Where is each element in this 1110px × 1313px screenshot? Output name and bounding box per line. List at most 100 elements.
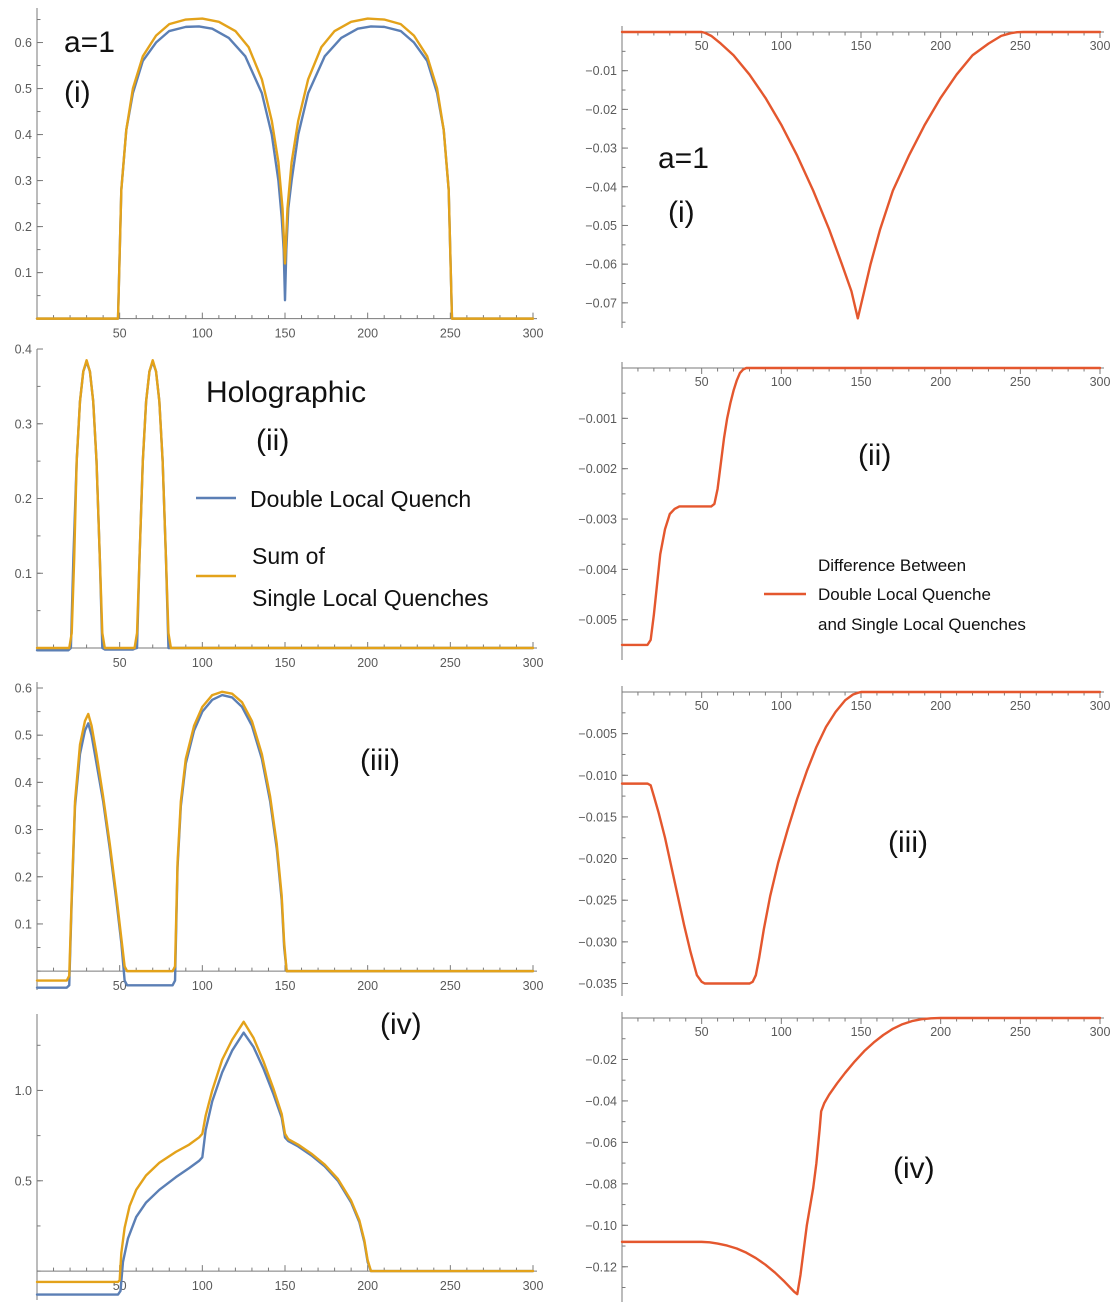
panel-R1-a-label: a=1 bbox=[658, 142, 709, 175]
x-tick-label-L2: 50 bbox=[113, 656, 127, 670]
y-tick-label-R4: −0.08 bbox=[585, 1177, 617, 1191]
x-tick-label-L1: 150 bbox=[275, 327, 296, 341]
x-tick-label-R4: 150 bbox=[851, 1025, 872, 1039]
y-tick-label-L1: 0.5 bbox=[15, 82, 32, 96]
y-tick-label-L3: 0.5 bbox=[15, 729, 32, 743]
x-tick-label-L1: 200 bbox=[357, 327, 378, 341]
x-tick-label-R3: 250 bbox=[1010, 699, 1031, 713]
y-tick-label-L1: 0.4 bbox=[15, 128, 32, 142]
x-tick-label-R3: 150 bbox=[851, 699, 872, 713]
legend-panel-label: (ii) bbox=[256, 424, 289, 457]
x-tick-label-L3: 300 bbox=[523, 979, 544, 993]
x-tick-label-L3: 100 bbox=[192, 979, 213, 993]
x-tick-label-R2: 300 bbox=[1090, 375, 1110, 389]
y-tick-label-R4: −0.04 bbox=[585, 1094, 617, 1108]
x-tick-label-R3: 200 bbox=[930, 699, 951, 713]
legend-label-double: Double Local Quench bbox=[250, 486, 471, 512]
legend-holographic: Holographic (ii) Double Local Quench Sum… bbox=[196, 376, 489, 611]
series-line-L4-sum bbox=[35, 1020, 535, 1284]
y-tick-label-L3: 0.1 bbox=[15, 917, 32, 931]
x-tick-label-R1: 150 bbox=[851, 39, 872, 53]
legend-title: Holographic bbox=[206, 376, 366, 409]
y-tick-label-L3: 0.2 bbox=[15, 870, 32, 884]
y-tick-label-L2: 0.3 bbox=[15, 417, 32, 431]
y-tick-label-R3: −0.020 bbox=[578, 852, 617, 866]
y-tick-label-R3: −0.010 bbox=[578, 769, 617, 783]
legend-label-sum-2: Single Local Quenches bbox=[252, 585, 489, 611]
x-tick-label-R2: 50 bbox=[695, 375, 709, 389]
series-line-L2-sum bbox=[35, 359, 535, 650]
y-tick-label-R2: −0.005 bbox=[578, 613, 617, 627]
y-tick-label-R1: −0.04 bbox=[585, 180, 617, 194]
y-tick-label-R1: −0.07 bbox=[585, 296, 617, 310]
panel-right-iv: 50 100 150 200 250 300 −0.02 −0.04 −0.06 −0.08 −0.… bbox=[585, 1012, 1110, 1302]
panel-right-iii: 50 100 150 200 250 300 −0.005 −0.010 −0.015 −0.02… bbox=[578, 686, 1110, 996]
x-tick-label-L2: 250 bbox=[440, 656, 461, 670]
y-tick-label-L2: 0.4 bbox=[15, 343, 32, 357]
panel-right-i: 50 100 150 200 250 300 −0.01 −0.02 −0.03 −0.04 −0.… bbox=[585, 26, 1110, 328]
panel-L3-roman-label: (iii) bbox=[360, 744, 400, 777]
x-tick-label-R2: 100 bbox=[771, 375, 792, 389]
y-tick-label-R4: −0.02 bbox=[585, 1053, 617, 1067]
series-line-R4-difference bbox=[620, 1016, 1102, 1296]
panel-R4-roman-label: (iv) bbox=[893, 1152, 935, 1185]
y-tick-label-R3: −0.035 bbox=[578, 977, 617, 991]
panel-R1-roman-label: (i) bbox=[668, 196, 695, 229]
x-tick-label-L2: 150 bbox=[275, 656, 296, 670]
y-tick-label-L1: 0.3 bbox=[15, 174, 32, 188]
y-tick-label-R1: −0.03 bbox=[585, 142, 617, 156]
x-tick-label-L1: 50 bbox=[113, 327, 127, 341]
x-tick-label-R4: 300 bbox=[1090, 1025, 1110, 1039]
y-tick-label-R3: −0.005 bbox=[578, 727, 617, 741]
x-tick-label-L4: 300 bbox=[523, 1279, 544, 1293]
x-tick-label-L3: 50 bbox=[113, 979, 127, 993]
y-tick-label-R3: −0.025 bbox=[578, 894, 617, 908]
series-line-R2-difference bbox=[620, 366, 1102, 647]
legend-difference: Difference Between Double Local Quenche … bbox=[764, 556, 1026, 634]
y-tick-label-R2: −0.001 bbox=[578, 412, 617, 426]
y-tick-label-L3: 0.3 bbox=[15, 823, 32, 837]
x-tick-label-L1: 100 bbox=[192, 327, 213, 341]
series-line-R3-difference bbox=[620, 690, 1102, 985]
legend-label-diff-3: and Single Local Quenches bbox=[818, 615, 1026, 634]
y-tick-label-R1: −0.02 bbox=[585, 103, 617, 117]
x-tick-label-L3: 250 bbox=[440, 979, 461, 993]
panel-L4-roman-label: (iv) bbox=[380, 1008, 422, 1041]
panel-L1-a-label: a=1 bbox=[64, 26, 115, 59]
x-tick-label-R2: 200 bbox=[930, 375, 951, 389]
series-line-L1-double bbox=[35, 25, 535, 320]
x-tick-label-R3: 100 bbox=[771, 699, 792, 713]
y-tick-label-R4: −0.12 bbox=[585, 1260, 617, 1274]
y-tick-label-R3: −0.015 bbox=[578, 810, 617, 824]
panel-R3-roman-label: (iii) bbox=[888, 826, 928, 859]
x-tick-label-R1: 100 bbox=[771, 39, 792, 53]
panel-left-i: 50 100 150 200 250 300 0.1 0.2 0.3 0.4 0.5 0.6 bbox=[15, 8, 544, 341]
y-tick-label-L3: 0.4 bbox=[15, 776, 32, 790]
x-tick-label-L3: 150 bbox=[275, 979, 296, 993]
x-tick-label-L1: 300 bbox=[523, 327, 544, 341]
x-tick-label-R4: 200 bbox=[930, 1025, 951, 1039]
x-tick-label-L4: 250 bbox=[440, 1279, 461, 1293]
y-tick-label-R1: −0.06 bbox=[585, 258, 617, 272]
y-tick-label-R4: −0.06 bbox=[585, 1136, 617, 1150]
y-tick-label-R1: −0.05 bbox=[585, 219, 617, 233]
x-tick-label-R2: 250 bbox=[1010, 375, 1031, 389]
x-tick-label-L2: 100 bbox=[192, 656, 213, 670]
x-tick-label-L3: 200 bbox=[357, 979, 378, 993]
y-tick-label-R2: −0.002 bbox=[578, 462, 617, 476]
legend-label-sum-1: Sum of bbox=[252, 543, 325, 569]
x-tick-label-L4: 200 bbox=[357, 1279, 378, 1293]
panel-left-ii: 50 100 150 200 250 300 0.1 0.2 0.3 0.4 bbox=[15, 343, 544, 670]
x-tick-label-R4: 50 bbox=[695, 1025, 709, 1039]
x-tick-label-R4: 250 bbox=[1010, 1025, 1031, 1039]
x-tick-label-R2: 150 bbox=[851, 375, 872, 389]
y-tick-label-L3: 0.6 bbox=[15, 682, 32, 696]
x-tick-label-R1: 200 bbox=[930, 39, 951, 53]
series-line-L3-sum bbox=[35, 690, 535, 982]
panel-right-ii: 50 100 150 200 250 300 −0.001 −0.002 −0.003 −0.00… bbox=[578, 362, 1110, 660]
x-tick-label-R3: 300 bbox=[1090, 699, 1110, 713]
x-tick-label-R3: 50 bbox=[695, 699, 709, 713]
legend-label-diff-2: Double Local Quenche bbox=[818, 585, 991, 604]
